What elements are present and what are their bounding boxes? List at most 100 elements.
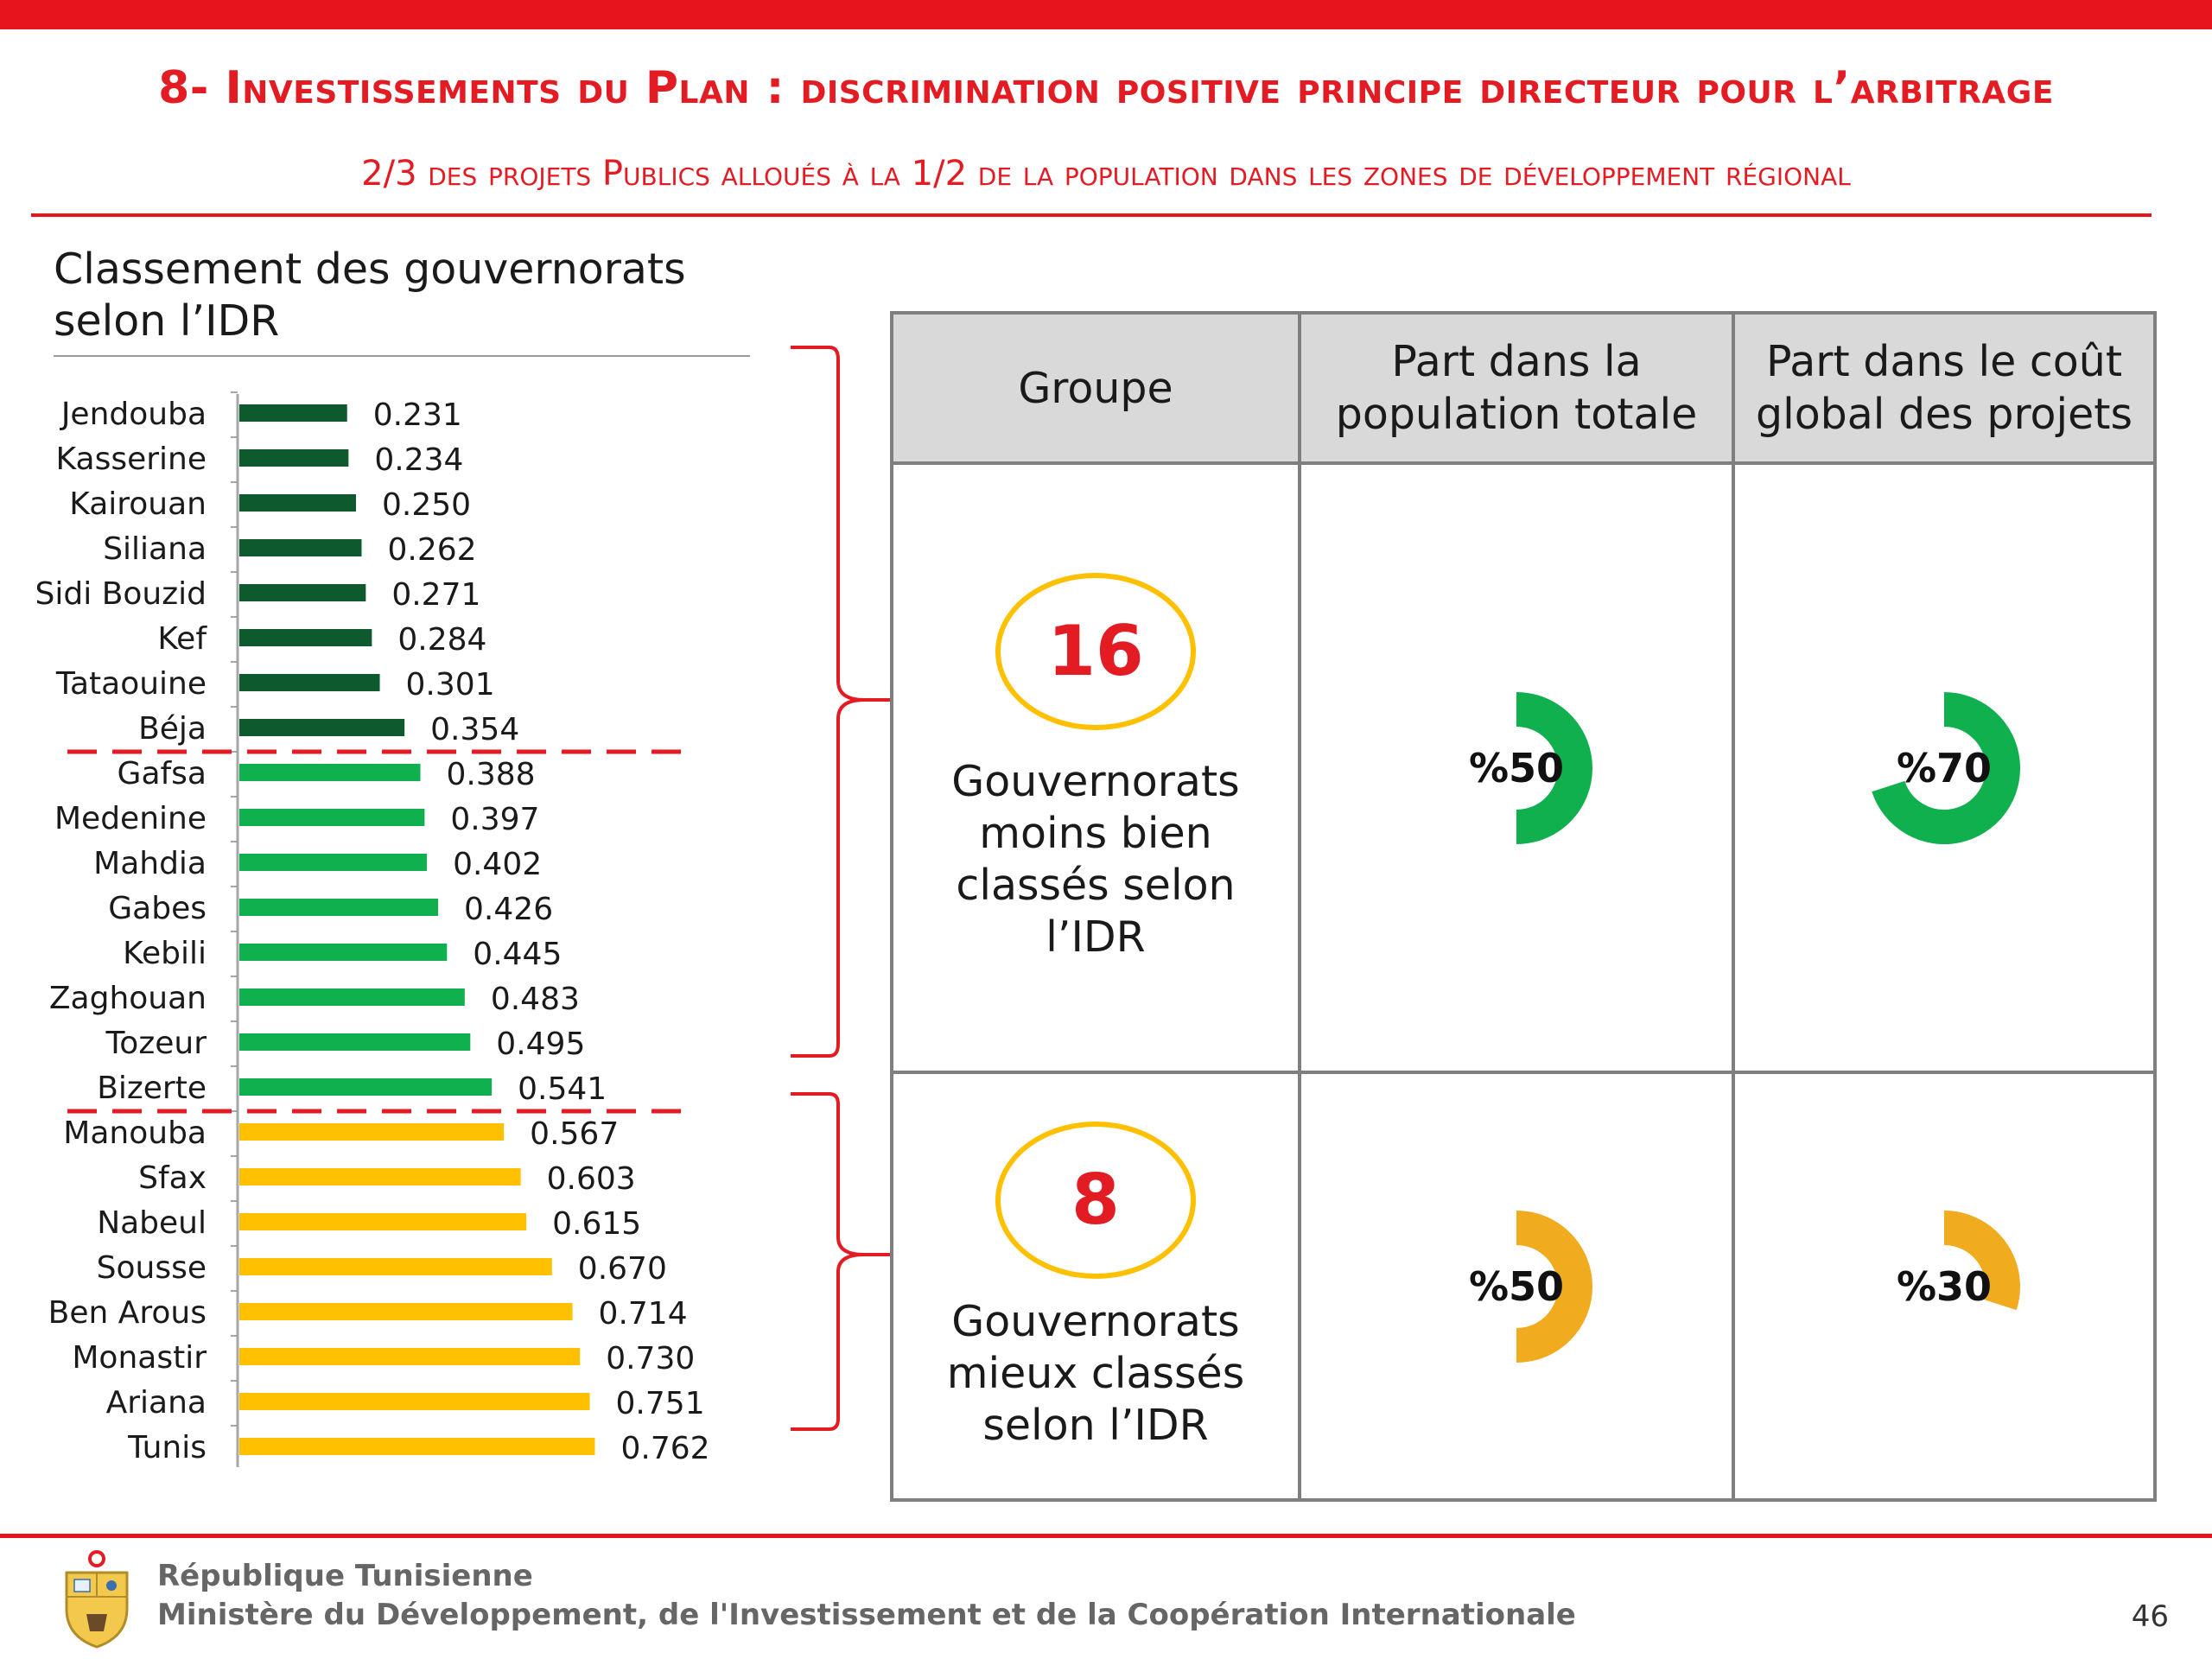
data-label: 0.541 (518, 1071, 607, 1107)
population-share-cell: %50 (1298, 1071, 1735, 1502)
table-row: 16 Gouvernorats moins bien classés selon… (890, 461, 2157, 1074)
category-label: Tataouine (55, 666, 207, 702)
bar (239, 629, 372, 646)
table-header-row: Groupe Part dans la population totale Pa… (890, 311, 2157, 465)
group-cell: 16 Gouvernorats moins bien classés selon… (890, 461, 1301, 1074)
donut-label: %50 (1469, 745, 1564, 791)
data-label: 0.354 (430, 712, 519, 747)
idr-bar-chart: Jendouba 0.231 Kasserine 0.234 Kairouan 0.250… (35, 391, 710, 1467)
group-count-badge: 16 (995, 572, 1196, 730)
category-label: Sousse (97, 1250, 207, 1286)
bar (239, 1213, 527, 1230)
data-label: 0.426 (464, 892, 553, 927)
category-label: Tozeur (105, 1026, 207, 1061)
category-label: Bizerte (97, 1071, 207, 1106)
data-label: 0.445 (473, 937, 562, 972)
data-label: 0.714 (599, 1296, 688, 1332)
data-label: 0.231 (373, 397, 462, 433)
data-label: 0.284 (397, 622, 486, 658)
data-label: 0.567 (530, 1116, 619, 1152)
slide-title: 8- Investissements du Plan : discriminat… (158, 62, 2054, 114)
header-population-share: Part dans la population totale (1298, 311, 1735, 465)
bar (239, 1168, 521, 1185)
category-label: Mahdia (93, 846, 207, 881)
data-label: 0.301 (406, 667, 495, 702)
data-label: 0.730 (606, 1341, 695, 1376)
bar (239, 899, 439, 916)
population-share-donut: %50 (1469, 1210, 1592, 1363)
data-label: 0.388 (447, 757, 536, 792)
group-count-badge: 8 (995, 1121, 1196, 1279)
bar (239, 988, 465, 1006)
bracket-group-2 (791, 1092, 890, 1431)
donut-label: %30 (1897, 1263, 1992, 1310)
donut-label: %70 (1897, 745, 1992, 791)
slide-subtitle: 2/3 des projets Publics alloués à la 1/2… (361, 154, 1851, 194)
category-label: Kasserine (56, 442, 207, 477)
category-label: Béja (138, 711, 207, 747)
category-label: Sidi Bouzid (35, 576, 207, 612)
category-label: Ariana (106, 1385, 207, 1421)
footer-divider (0, 1534, 2212, 1538)
data-label: 0.397 (450, 802, 539, 837)
data-label: 0.762 (620, 1431, 709, 1466)
category-label: Medenine (54, 801, 207, 836)
category-label: Gabes (108, 891, 207, 926)
tunisia-coat-of-arms-icon (65, 1550, 129, 1649)
table-row: 8 Gouvernorats mieux classés selon l’IDR… (890, 1071, 2157, 1502)
cost-share-cell: %30 (1732, 1071, 2157, 1502)
cost-share-donut: %30 (1897, 1210, 2020, 1310)
category-label: Jendouba (60, 397, 207, 432)
category-label: Zaghouan (49, 981, 207, 1016)
category-label: Kairouan (69, 486, 207, 522)
data-label: 0.495 (496, 1027, 585, 1062)
group-brackets (791, 346, 890, 1431)
footer-country: République Tunisienne (157, 1559, 533, 1593)
bar (239, 1123, 505, 1141)
category-label: Manouba (63, 1116, 207, 1151)
group-description: Gouvernorats mieux classés selon l’IDR (946, 1296, 1245, 1450)
population-share-donut: %50 (1469, 691, 1592, 844)
group-description: Gouvernorats moins bien classés selon l’… (951, 756, 1240, 962)
bar (239, 1303, 573, 1320)
bar (239, 1348, 581, 1365)
group-cell: 8 Gouvernorats mieux classés selon l’IDR (890, 1071, 1301, 1502)
category-label: Gafsa (118, 756, 207, 791)
bar (239, 764, 421, 781)
category-label: Tunis (127, 1430, 207, 1465)
header-group: Groupe (890, 311, 1301, 465)
bar (239, 809, 425, 826)
category-label: Kef (157, 621, 207, 657)
donut-arc (1943, 1210, 2020, 1310)
donut-arc (1516, 1210, 1592, 1363)
header-cost-share: Part dans le coût global des projets (1732, 311, 2157, 465)
data-label: 0.250 (382, 487, 471, 523)
data-label: 0.402 (453, 847, 542, 882)
bar (239, 1033, 471, 1051)
title-divider (31, 213, 2152, 217)
data-label: 0.271 (391, 577, 480, 613)
category-label: Sfax (138, 1160, 207, 1196)
donut-arc (1872, 691, 2020, 844)
category-label: Monastir (72, 1340, 207, 1376)
data-label: 0.603 (547, 1161, 636, 1197)
top-accent-bar (0, 0, 2212, 29)
bar (239, 944, 448, 961)
category-label: Nabeul (97, 1205, 207, 1241)
chart-title: Classement des gouvernorats selon l’IDR (54, 244, 686, 347)
bar (239, 494, 356, 512)
bar (239, 1078, 493, 1096)
data-label: 0.262 (387, 532, 476, 568)
chart-title-underline (54, 355, 750, 357)
category-label: Ben Arous (48, 1295, 207, 1331)
population-share-cell: %50 (1298, 461, 1735, 1074)
cost-share-cell: %70 (1732, 461, 2157, 1074)
bar (239, 674, 380, 691)
data-label: 0.615 (552, 1206, 641, 1242)
page-number: 46 (2131, 1599, 2169, 1634)
bar (239, 539, 362, 556)
bar (239, 1438, 595, 1455)
bracket-group-1 (791, 346, 890, 1058)
data-label: 0.483 (491, 982, 580, 1017)
data-label: 0.751 (616, 1386, 705, 1421)
